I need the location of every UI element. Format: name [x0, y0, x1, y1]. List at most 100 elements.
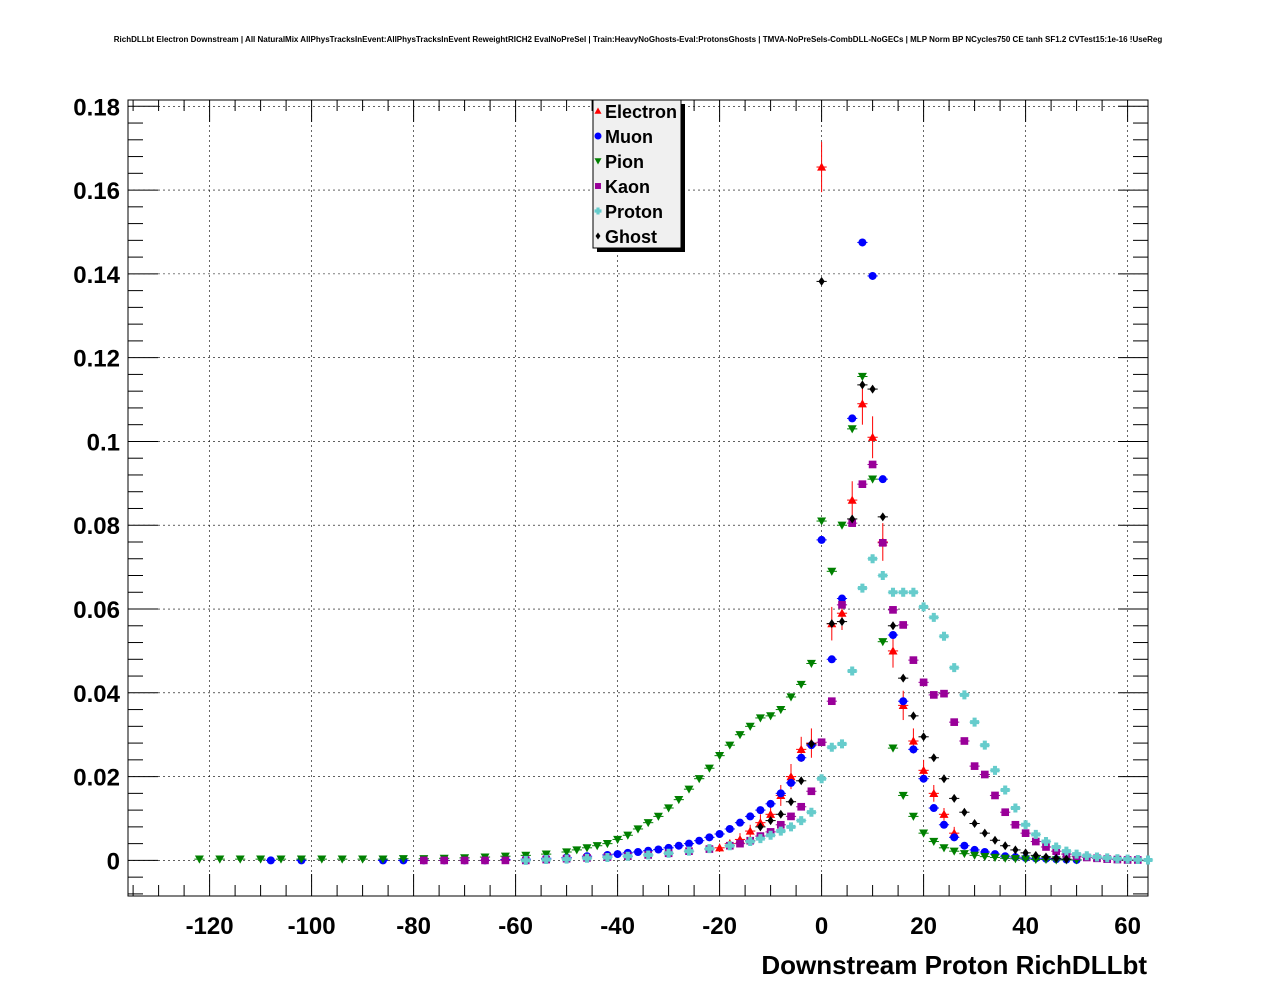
data-point [980, 853, 990, 862]
data-point [817, 738, 826, 747]
data-point [796, 680, 806, 689]
data-point [602, 852, 612, 862]
data-point [419, 856, 428, 865]
data-point [919, 765, 929, 774]
data-point [910, 711, 917, 721]
legend-label: Proton [605, 202, 663, 222]
y-tick-label: 0.16 [73, 178, 120, 205]
data-point [684, 846, 694, 856]
data-point [695, 836, 704, 845]
data-point [929, 612, 939, 622]
data-point [879, 512, 886, 522]
data-point [1031, 855, 1041, 865]
data-point [684, 785, 694, 794]
data-point [276, 855, 286, 864]
data-point [878, 638, 888, 647]
data-point [827, 655, 836, 664]
y-tick-label: 0.1 [87, 429, 120, 456]
legend-box [592, 99, 682, 249]
data-point [838, 601, 846, 609]
plot-title: RichDLLbt Electron Downstream | All Natu… [114, 35, 1163, 44]
y-tick-label: 0.14 [73, 262, 120, 289]
data-point [685, 839, 693, 848]
data-point [929, 788, 939, 797]
legend-marker [594, 132, 602, 140]
data-point [849, 514, 856, 524]
data-point [643, 819, 653, 828]
series-proton [520, 554, 1154, 865]
data-point [1112, 854, 1122, 864]
data-point [745, 837, 755, 847]
data-point [960, 737, 969, 745]
data-point [705, 833, 714, 842]
data-point [776, 820, 785, 829]
data-point [1123, 854, 1133, 864]
data-point [889, 606, 897, 614]
x-tick-label: 20 [910, 913, 937, 940]
data-point [664, 804, 674, 813]
data-point [878, 571, 888, 581]
data-point [572, 846, 582, 855]
legend-marker [594, 207, 602, 215]
data-point [1042, 852, 1050, 862]
legend-label: Muon [605, 127, 653, 147]
data-point [715, 843, 725, 852]
y-tick-label: 0 [107, 848, 120, 875]
data-point [1000, 854, 1010, 863]
data-point [908, 736, 918, 745]
data-point [797, 753, 806, 762]
data-point [1031, 837, 1040, 846]
data-point [1012, 845, 1019, 855]
data-point [817, 535, 826, 544]
data-point [868, 475, 878, 484]
legend-marker [594, 107, 602, 114]
data-point [653, 812, 663, 821]
data-point [857, 372, 867, 382]
data-point [939, 809, 949, 818]
data-point [215, 855, 225, 864]
data-point [900, 673, 907, 683]
data-point [725, 841, 735, 851]
data-point [959, 690, 969, 700]
data-point [787, 797, 795, 807]
data-point [827, 697, 836, 706]
data-point [715, 752, 725, 761]
axes: -120 -100 -80 -60 -40 -20 0 20 40 60 0 0.02 0.04 0.06… [73, 94, 1148, 940]
data-point [1053, 853, 1060, 863]
data-point [776, 705, 786, 715]
x-tick-label: -60 [498, 913, 533, 940]
data-point [808, 739, 815, 749]
data-point [256, 855, 266, 864]
data-point [990, 765, 1000, 775]
y-tick-label: 0.12 [73, 346, 120, 373]
data-point [787, 812, 795, 821]
x-tick-label: -20 [702, 913, 737, 940]
x-tick-label: 40 [1012, 913, 1039, 940]
data-point [837, 608, 847, 617]
data-point [991, 835, 999, 845]
data-point [920, 732, 927, 742]
data-point [1042, 843, 1050, 851]
data-point [898, 791, 908, 800]
data-point [940, 820, 948, 829]
data-point [1063, 854, 1070, 864]
y-tick-label: 0.04 [73, 681, 120, 708]
data-point [1011, 820, 1020, 829]
data-point [755, 834, 765, 844]
data-point [868, 432, 878, 441]
data-point [582, 853, 592, 863]
data-point [929, 691, 938, 699]
data-point [777, 809, 784, 819]
data-point [602, 840, 612, 849]
data-point [908, 812, 918, 821]
data-point [1010, 803, 1020, 813]
data-point [848, 414, 857, 423]
x-axis-title: Downstream Proton RichDLLbt [761, 950, 1147, 980]
data-point [827, 742, 837, 752]
legend-label: Ghost [605, 227, 657, 247]
data-point [1041, 837, 1051, 847]
legend: Electron Muon Pion Kaon Proton Ghost [592, 99, 685, 252]
data-point [767, 816, 774, 826]
data-point [888, 744, 898, 753]
